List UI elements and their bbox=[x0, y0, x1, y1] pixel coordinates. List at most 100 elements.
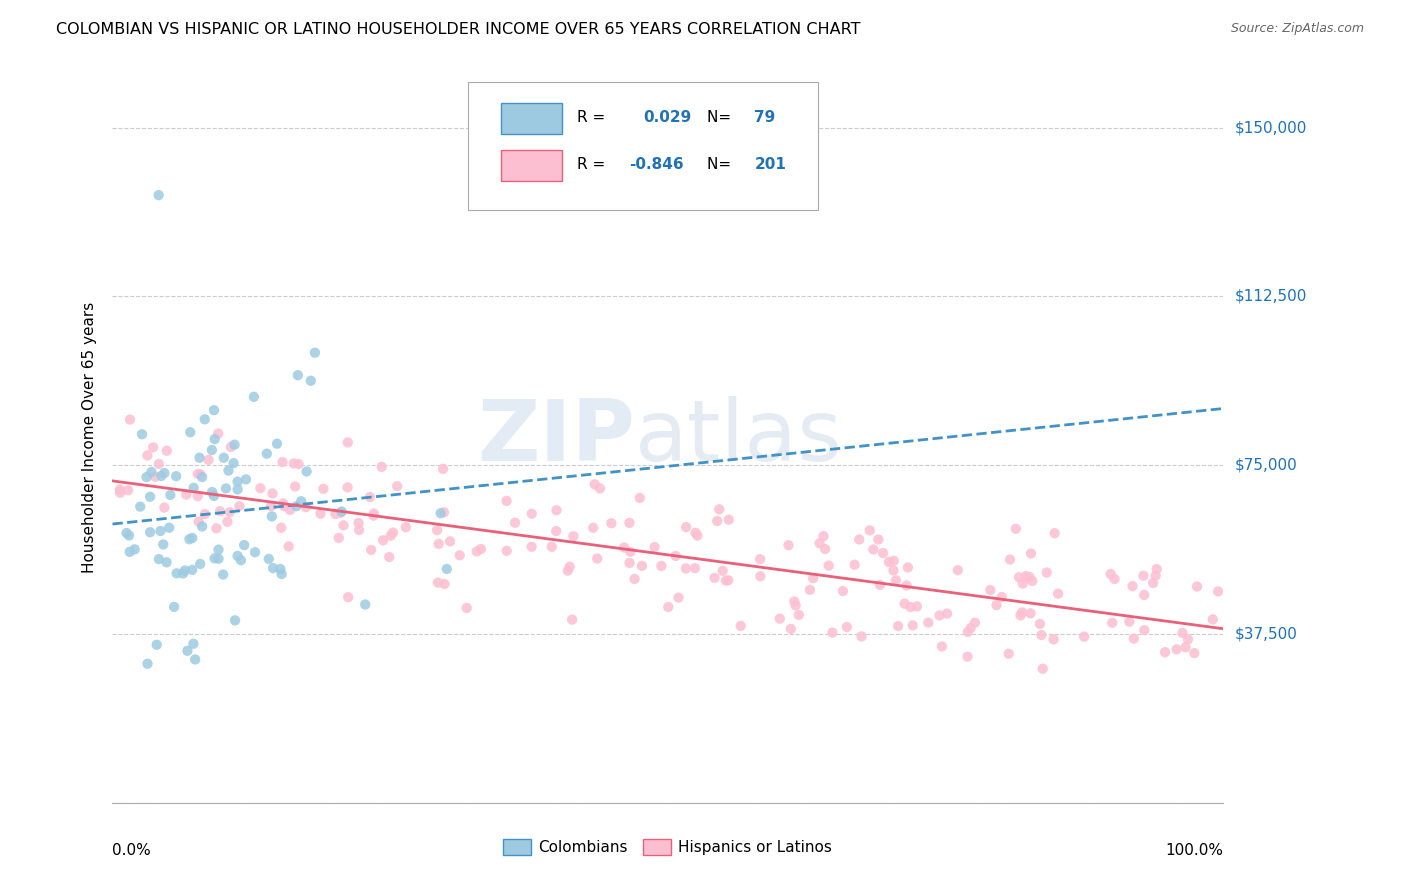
Point bbox=[218, 464, 240, 478]
Point bbox=[215, 482, 238, 496]
Point bbox=[235, 472, 257, 486]
Point bbox=[157, 521, 180, 535]
Point bbox=[270, 521, 292, 535]
Text: 100.0%: 100.0% bbox=[1166, 843, 1223, 858]
Point bbox=[360, 543, 382, 558]
Text: N=: N= bbox=[707, 110, 735, 125]
Point bbox=[495, 494, 517, 508]
Point bbox=[207, 551, 229, 566]
Point bbox=[382, 525, 405, 540]
Point bbox=[717, 574, 740, 588]
Point bbox=[427, 537, 450, 551]
Text: 0.029: 0.029 bbox=[644, 110, 692, 125]
Point bbox=[380, 529, 402, 543]
Point bbox=[1154, 645, 1177, 659]
Point bbox=[363, 508, 385, 523]
Point bbox=[936, 607, 959, 621]
Point bbox=[152, 537, 174, 551]
Point bbox=[262, 561, 284, 575]
Point bbox=[986, 598, 1008, 612]
Text: Source: ZipAtlas.com: Source: ZipAtlas.com bbox=[1230, 22, 1364, 36]
Point bbox=[893, 597, 915, 611]
Point bbox=[583, 477, 606, 491]
Point bbox=[821, 625, 844, 640]
Point bbox=[150, 469, 173, 483]
Point bbox=[176, 644, 198, 658]
Point bbox=[266, 436, 288, 450]
Point bbox=[228, 500, 250, 514]
Point bbox=[685, 525, 707, 540]
Point bbox=[884, 574, 907, 588]
Point bbox=[432, 462, 454, 476]
Point bbox=[1101, 615, 1123, 630]
Point bbox=[149, 524, 172, 538]
Point bbox=[283, 457, 305, 471]
Point bbox=[862, 542, 884, 557]
Point bbox=[959, 621, 981, 635]
Point bbox=[155, 555, 177, 569]
Point bbox=[385, 479, 408, 493]
Point bbox=[779, 622, 801, 636]
Point bbox=[956, 624, 979, 639]
Point bbox=[299, 374, 322, 388]
Point bbox=[801, 571, 824, 585]
Point bbox=[979, 582, 1001, 597]
Text: 0.0%: 0.0% bbox=[112, 843, 152, 858]
Point bbox=[395, 520, 418, 534]
Point bbox=[928, 608, 950, 623]
Point bbox=[1019, 547, 1042, 561]
Point bbox=[325, 507, 347, 521]
Point bbox=[561, 613, 583, 627]
Point bbox=[465, 544, 488, 558]
Point bbox=[439, 534, 461, 549]
Point bbox=[717, 513, 740, 527]
Point bbox=[675, 561, 697, 575]
Point bbox=[332, 518, 354, 533]
Point bbox=[1144, 568, 1167, 582]
Point bbox=[1047, 587, 1070, 601]
Point bbox=[1122, 632, 1144, 646]
Point bbox=[212, 450, 235, 465]
Point bbox=[557, 564, 579, 578]
Point bbox=[586, 551, 609, 566]
Point bbox=[336, 435, 359, 450]
Point bbox=[495, 544, 517, 558]
Point bbox=[187, 515, 209, 529]
Point bbox=[207, 542, 229, 557]
Point bbox=[897, 560, 920, 574]
Point bbox=[436, 562, 458, 576]
Point bbox=[683, 561, 706, 575]
Text: -0.846: -0.846 bbox=[628, 158, 683, 172]
Point bbox=[997, 647, 1019, 661]
Point bbox=[329, 506, 352, 520]
Point bbox=[330, 505, 353, 519]
Point bbox=[354, 598, 377, 612]
Point bbox=[108, 485, 131, 500]
Point bbox=[270, 567, 292, 582]
Bar bbox=[502, 151, 562, 181]
Point bbox=[295, 500, 318, 515]
Point bbox=[285, 499, 308, 513]
Point bbox=[558, 559, 581, 574]
Point bbox=[963, 615, 986, 630]
Text: $75,000: $75,000 bbox=[1234, 458, 1298, 473]
Point bbox=[1032, 662, 1054, 676]
Point bbox=[209, 504, 232, 518]
Point bbox=[785, 599, 807, 613]
Point bbox=[1182, 646, 1205, 660]
Point bbox=[675, 520, 697, 534]
Point bbox=[131, 427, 153, 442]
Point bbox=[117, 483, 139, 498]
Point bbox=[619, 516, 641, 530]
Point bbox=[141, 465, 163, 479]
Point bbox=[204, 551, 226, 566]
Point bbox=[848, 533, 870, 547]
Point bbox=[148, 188, 170, 202]
Point bbox=[336, 480, 359, 494]
Point bbox=[882, 564, 904, 578]
Point bbox=[1133, 588, 1156, 602]
Point bbox=[188, 450, 211, 465]
Point bbox=[229, 553, 252, 567]
Point bbox=[813, 529, 835, 543]
Point bbox=[191, 470, 214, 484]
